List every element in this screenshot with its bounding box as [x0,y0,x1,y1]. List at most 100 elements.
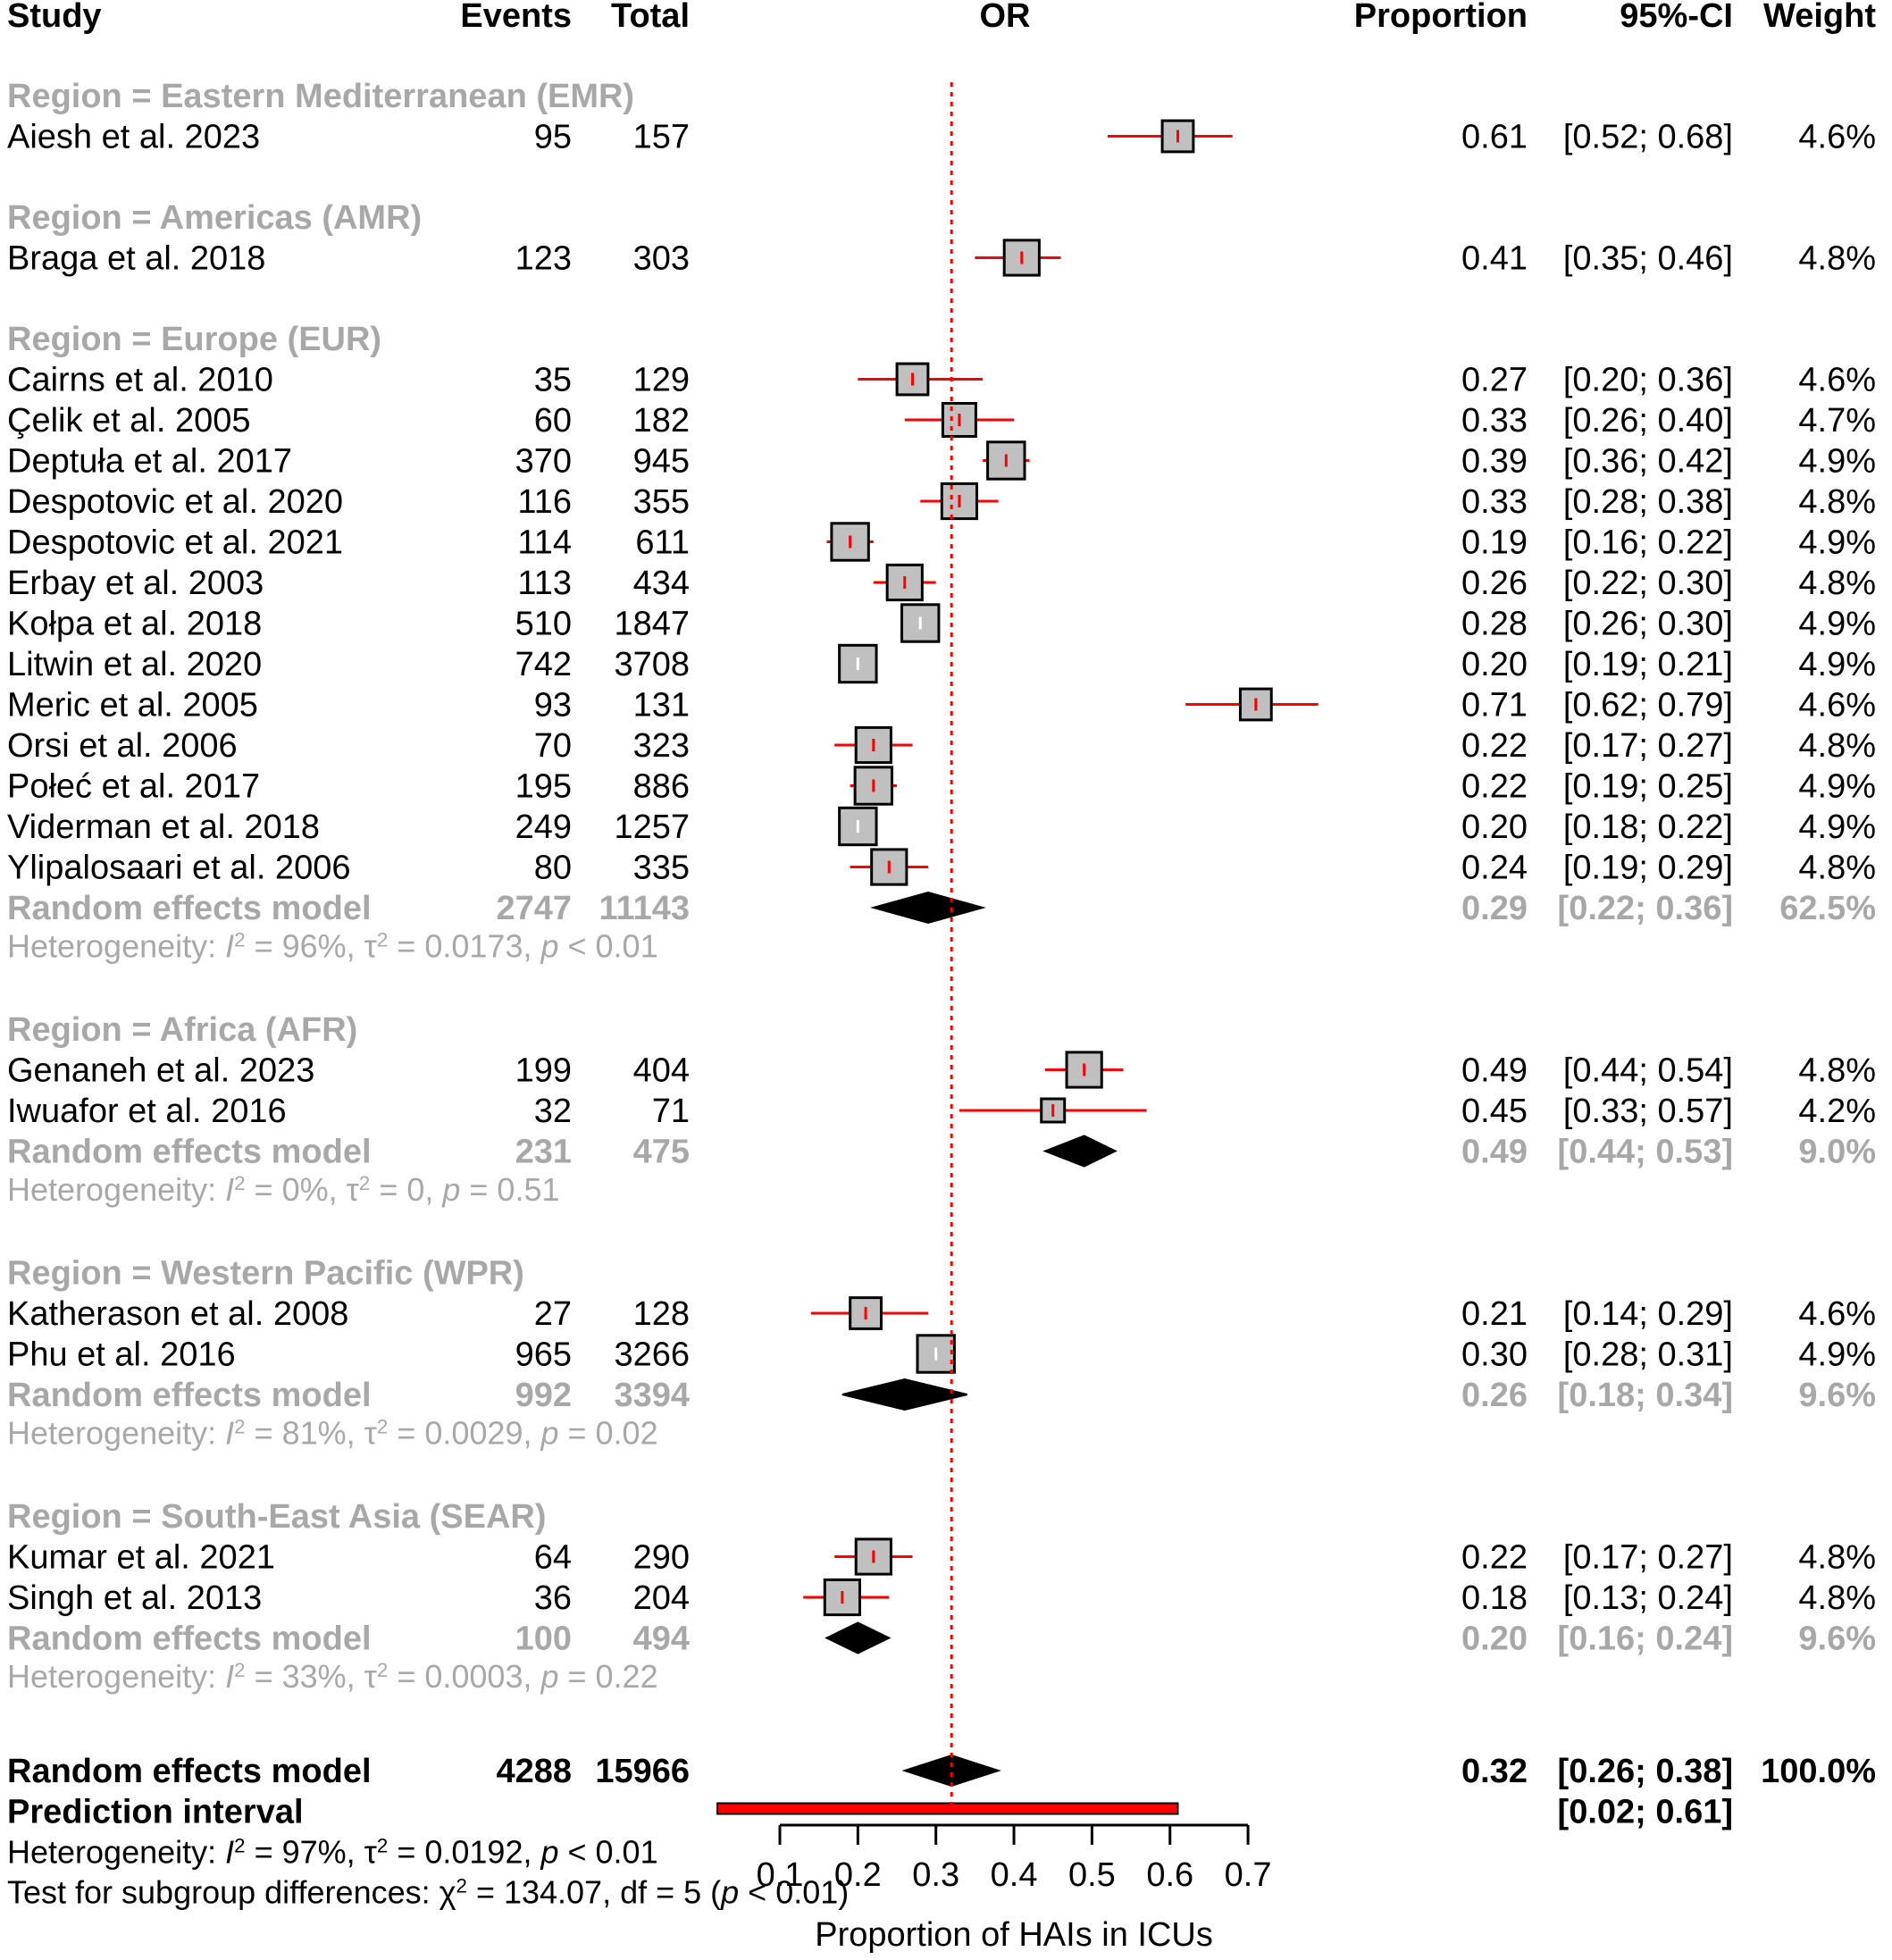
header-study: Study [7,0,102,35]
study-name: Cairns et al. 2010 [7,362,273,399]
study-ci: [0.17; 0.27] [1563,727,1733,765]
subgroup-model-total: 475 [633,1134,690,1171]
study-weight: 4.8% [1798,483,1876,521]
study-proportion: 0.22 [1461,1539,1528,1577]
subgroup-model-proportion: 0.26 [1461,1377,1528,1414]
study-proportion: 0.30 [1461,1336,1528,1374]
study-ci: [0.19; 0.29] [1563,850,1733,887]
study-events: 36 [534,1579,572,1617]
study-name: Deptuła et al. 2017 [7,443,292,481]
x-axis-tick-label: 0.6 [1146,1856,1193,1894]
study-proportion: 0.27 [1461,362,1528,399]
study-total: 355 [633,483,690,521]
prediction-ci: [0.02; 0.61] [1558,1794,1733,1831]
study-events: 965 [515,1336,572,1374]
study-proportion: 0.28 [1461,606,1528,643]
study-total: 434 [633,565,690,602]
study-name: Kołpa et al. 2018 [7,606,262,643]
subgroup-model-label: Random effects model [7,1134,372,1171]
study-square [830,522,870,562]
study-proportion: 0.41 [1461,240,1528,278]
study-events: 114 [517,524,572,562]
study-weight: 4.8% [1798,240,1876,278]
subgroup-model-total: 494 [633,1621,690,1658]
study-total: 128 [633,1295,690,1333]
study-events: 123 [515,240,572,278]
study-ci: [0.16; 0.22] [1563,524,1733,562]
subgroup-label: Region = Western Pacific (WPR) [7,1255,524,1293]
study-name: Erbay et al. 2003 [7,565,264,602]
study-total: 182 [633,402,690,440]
subgroup-model-events: 100 [515,1621,572,1658]
study-proportion: 0.18 [1461,1579,1528,1617]
study-weight: 4.9% [1798,808,1876,846]
study-events: 27 [534,1295,572,1333]
overall-events: 4288 [496,1753,572,1790]
study-name: Despotovic et al. 2020 [7,483,343,521]
study-events: 35 [534,362,572,399]
study-name: Iwuafor et al. 2016 [7,1093,287,1130]
study-ci: [0.22; 0.30] [1563,565,1733,602]
study-weight: 4.9% [1798,606,1876,643]
header-weight: Weight [1763,0,1876,35]
study-events: 199 [515,1052,572,1090]
subgroup-heterogeneity: Heterogeneity: I2 = 96%, τ2 = 0.0173, p … [7,928,658,965]
study-ci: [0.28; 0.31] [1563,1336,1733,1374]
study-total: 129 [633,362,690,399]
study-ci: [0.26; 0.40] [1563,402,1733,440]
study-square [940,482,979,521]
study-events: 195 [515,768,572,806]
study-weight: 4.6% [1798,119,1876,156]
header-proportion: Proportion [1354,0,1528,35]
subgroup-label: Region = Europe (EUR) [7,321,381,358]
subgroup-label: Region = South-East Asia (SEAR) [7,1498,547,1536]
study-ci: [0.18; 0.22] [1563,808,1733,846]
overall-ci: [0.26; 0.38] [1558,1753,1733,1790]
study-total: 886 [633,768,690,806]
header-ci: 95%-CI [1620,0,1733,35]
study-weight: 4.8% [1798,1052,1876,1090]
study-events: 510 [515,606,572,643]
study-ci: [0.26; 0.30] [1563,606,1733,643]
subgroup-heterogeneity: Heterogeneity: I2 = 33%, τ2 = 0.0003, p … [7,1658,658,1695]
subgroup-heterogeneity: Heterogeneity: I2 = 81%, τ2 = 0.0029, p … [7,1415,658,1452]
study-ci: [0.28; 0.38] [1563,483,1733,521]
study-name: Singh et al. 2013 [7,1579,262,1617]
study-total: 945 [633,443,690,481]
subgroup-model-events: 992 [515,1377,572,1414]
subgroup-model-ci: [0.22; 0.36] [1558,890,1733,927]
study-weight: 4.6% [1798,687,1876,725]
study-total: 335 [633,850,690,887]
study-square [916,1334,956,1374]
x-axis-tick-label: 0.1 [757,1856,804,1894]
study-proportion: 0.33 [1461,402,1528,440]
prediction-interval-bar [716,1802,1179,1815]
study-total: 131 [633,687,690,725]
overall-total: 15966 [595,1753,690,1790]
study-name: Genaneh et al. 2023 [7,1052,314,1090]
study-total: 303 [633,240,690,278]
study-proportion: 0.22 [1461,727,1528,765]
study-weight: 4.2% [1798,1093,1876,1130]
study-weight: 4.8% [1798,1539,1876,1577]
subgroup-model-weight: 9.6% [1798,1377,1876,1414]
overall-model-label: Random effects model [7,1753,372,1790]
subgroup-label: Region = Americas (AMR) [7,199,422,237]
study-weight: 4.9% [1798,524,1876,562]
study-weight: 4.8% [1798,1579,1876,1617]
subgroup-model-weight: 9.6% [1798,1621,1876,1658]
subgroup-diamond [870,891,986,925]
x-axis-tick-label: 0.2 [834,1856,882,1894]
study-events: 113 [517,565,572,602]
study-name: Meric et al. 2005 [7,687,258,725]
subgroup-test: Test for subgroup differences: χ2 = 134.… [7,1874,849,1911]
study-total: 1847 [614,606,690,643]
subgroup-model-total: 11143 [599,890,690,927]
study-name: Katherason et al. 2008 [7,1295,348,1333]
header-effect: OR [980,0,1031,35]
study-weight: 4.6% [1798,362,1876,399]
study-name: Litwin et al. 2020 [7,646,262,683]
x-axis-tick-label: 0.7 [1225,1856,1272,1894]
study-square [900,603,941,643]
